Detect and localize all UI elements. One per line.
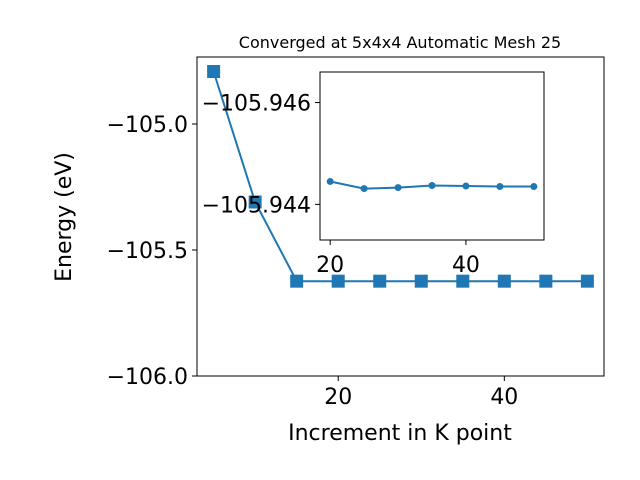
main-data-point: [248, 195, 262, 209]
inset-y-tick-label: −105.946: [202, 92, 311, 117]
inset-plot-area: [320, 72, 544, 240]
main-axes-frame: [196, 56, 605, 377]
main-y-ticks: −105.0 −105.5 −106.0: [107, 113, 197, 390]
inset-data-point: [394, 184, 402, 192]
main-data-point: [497, 274, 511, 288]
main-x-tick-label: 20: [324, 385, 352, 410]
inset-axes: 20 40 −105.946−105.944: [202, 71, 545, 278]
main-series-line: [212, 71, 588, 283]
chart-title: Converged at 5x4x4 Automatic Mesh 25: [239, 33, 561, 52]
inset-y-ticks: −105.946 −105.944: [202, 92, 320, 218]
main-data-marks: [207, 65, 594, 288]
main-data-point: [207, 65, 221, 78]
main-x-ticks: 20 40: [324, 376, 518, 410]
main-data-point: [456, 274, 470, 288]
inset-y-tick-label: −105.944: [202, 193, 311, 218]
inset-data-point: [326, 177, 334, 185]
inset-axes-frame: [319, 71, 545, 241]
x-axis-label: Increment in K point: [288, 421, 512, 446]
inset-x-ticks: 20 40: [316, 240, 480, 278]
main-data-point: [331, 274, 345, 288]
inset-data-point: [462, 182, 470, 190]
y-axis-label: Energy (eV): [52, 152, 77, 282]
inset-x-tick-label: 40: [452, 253, 480, 278]
inset-data-point: [530, 183, 538, 191]
main-data-point: [373, 274, 387, 288]
main-data-point: [290, 274, 304, 288]
main-data-point: [539, 274, 553, 288]
inset-data-point: [496, 183, 504, 191]
main-y-tick-label: −105.5: [107, 239, 188, 264]
main-x-tick-label: 40: [490, 385, 518, 410]
inset-data-point: [360, 185, 368, 193]
inset-x-tick-label: 20: [316, 253, 344, 278]
inset-data-marks: [326, 177, 538, 193]
main-data-point: [580, 274, 594, 288]
main-y-tick-label: −105.0: [107, 113, 188, 138]
inset-data-point: [428, 182, 436, 190]
main-y-tick-label: −106.0: [107, 365, 188, 390]
main-data-point: [414, 274, 428, 288]
